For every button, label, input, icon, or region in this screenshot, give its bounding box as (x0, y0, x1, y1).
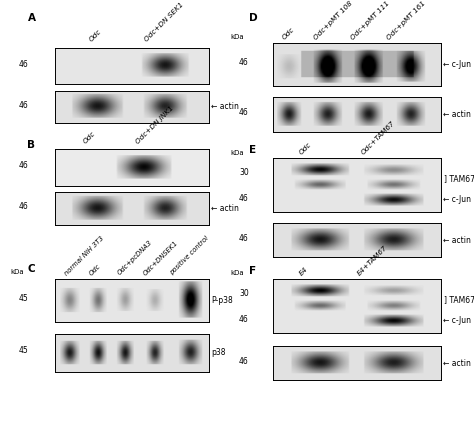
Text: 46: 46 (239, 194, 249, 203)
Text: 46: 46 (18, 202, 28, 211)
Text: 46: 46 (18, 101, 28, 110)
Text: ← actin: ← actin (443, 236, 471, 245)
Text: A: A (27, 13, 36, 23)
Text: Odc: Odc (82, 131, 97, 145)
Text: ← c-Jun: ← c-Jun (443, 316, 471, 325)
Text: ] TAM67: ] TAM67 (444, 174, 474, 183)
Text: 46: 46 (239, 108, 249, 117)
Text: ← actin: ← actin (443, 110, 471, 119)
Text: P-p38: P-p38 (211, 296, 233, 305)
Text: kDa: kDa (230, 149, 244, 156)
Text: normal NIH 3T3: normal NIH 3T3 (64, 235, 105, 276)
Text: 45: 45 (18, 346, 28, 355)
Text: Odc: Odc (88, 29, 103, 43)
Text: Odc+TAM67: Odc+TAM67 (360, 120, 396, 156)
Text: Odc+DN SEK1: Odc+DN SEK1 (144, 2, 185, 43)
Text: C: C (27, 264, 35, 273)
Text: p38: p38 (211, 348, 226, 357)
Text: kDa: kDa (230, 34, 244, 40)
Text: ] TAM67: ] TAM67 (444, 295, 474, 304)
Text: F: F (249, 266, 256, 276)
Text: 30: 30 (239, 168, 249, 177)
Text: 46: 46 (239, 58, 249, 67)
Text: 46: 46 (239, 234, 249, 243)
Text: 46: 46 (18, 60, 28, 69)
Text: ← actin: ← actin (211, 102, 239, 111)
Text: Odc: Odc (281, 27, 295, 41)
Text: 45: 45 (18, 294, 28, 302)
Text: 46: 46 (239, 314, 249, 324)
Text: ← actin: ← actin (443, 359, 471, 368)
Text: Odc: Odc (88, 263, 102, 276)
Text: kDa: kDa (230, 270, 244, 276)
Text: Odc+pMT 108: Odc+pMT 108 (313, 0, 354, 41)
Text: E4: E4 (298, 266, 309, 276)
Text: Odc+DNSEK1: Odc+DNSEK1 (142, 239, 179, 276)
Text: kDa: kDa (10, 269, 24, 275)
Text: Odc: Odc (298, 141, 312, 156)
Text: Odc+pcDNA3: Odc+pcDNA3 (116, 240, 153, 276)
Text: D: D (249, 13, 257, 23)
Text: B: B (27, 140, 36, 150)
Text: positive control: positive control (169, 235, 210, 276)
Text: E: E (249, 145, 256, 155)
Text: 46: 46 (18, 161, 28, 170)
Text: ← c-Jun: ← c-Jun (443, 195, 471, 204)
Text: ← c-Jun: ← c-Jun (443, 60, 471, 69)
Text: Odc+DN JNK1: Odc+DN JNK1 (135, 105, 174, 145)
Text: Odc+pMT 161: Odc+pMT 161 (385, 0, 426, 41)
Text: 46: 46 (239, 357, 249, 366)
Text: ← actin: ← actin (211, 204, 239, 213)
Text: 30: 30 (239, 289, 249, 298)
Text: Odc+pMT 111: Odc+pMT 111 (350, 0, 391, 41)
Text: E4+TAM67: E4+TAM67 (356, 244, 389, 276)
